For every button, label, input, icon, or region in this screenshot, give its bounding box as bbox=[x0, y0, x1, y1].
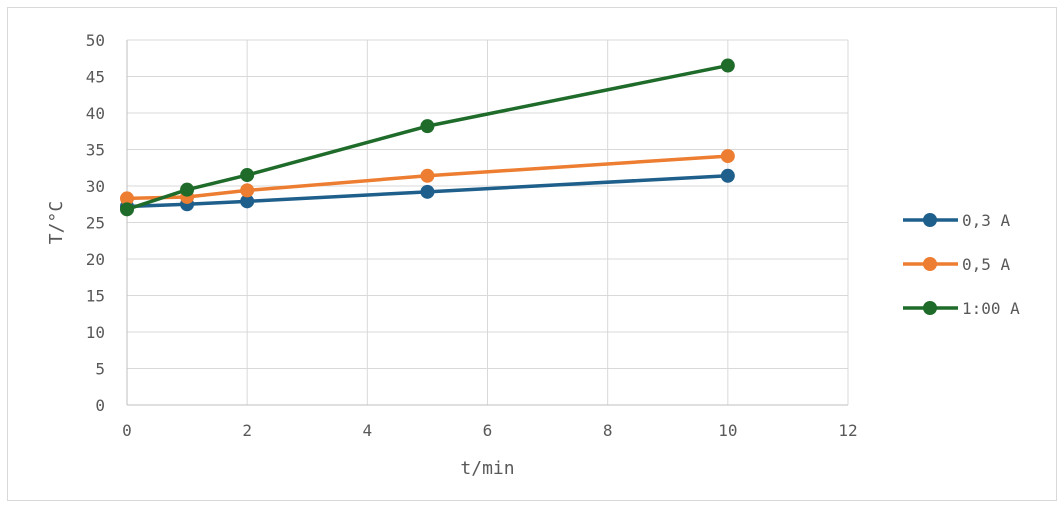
y-tick-label: 40 bbox=[86, 104, 105, 123]
data-point bbox=[240, 183, 255, 198]
data-point bbox=[120, 202, 134, 217]
x-tick-label: 4 bbox=[363, 421, 373, 440]
legend-item: 0,3 A bbox=[903, 211, 1011, 230]
x-tick-label: 2 bbox=[242, 421, 252, 440]
x-tick-label: 6 bbox=[483, 421, 493, 440]
legend-marker bbox=[923, 257, 937, 271]
x-tick-label: 0 bbox=[122, 421, 132, 440]
legend-item: 1:00 A bbox=[903, 299, 1020, 318]
legend-item: 0,5 A bbox=[903, 255, 1011, 274]
legend: 0,3 A 0,5 A 1:00 A bbox=[903, 211, 1020, 318]
y-tick-label: 25 bbox=[86, 214, 105, 233]
y-tick-label: 35 bbox=[86, 141, 105, 160]
y-tick-label: 30 bbox=[86, 177, 105, 196]
y-axis-title: T/°C bbox=[46, 201, 67, 244]
data-point bbox=[240, 168, 255, 183]
gridlines bbox=[126, 39, 849, 406]
y-tick-labels: 0 5 10 15 20 25 30 35 40 45 50 bbox=[86, 31, 105, 415]
y-tick-label: 5 bbox=[95, 360, 105, 379]
data-point bbox=[720, 149, 735, 164]
data-point bbox=[420, 184, 435, 199]
chart-frame bbox=[7, 7, 1057, 501]
legend-marker bbox=[923, 301, 937, 315]
data-point bbox=[420, 168, 435, 183]
data-point bbox=[720, 168, 735, 183]
legend-label: 0,3 A bbox=[962, 211, 1011, 230]
legend-label: 0,5 A bbox=[962, 255, 1011, 274]
y-tick-label: 0 bbox=[95, 396, 105, 415]
y-tick-label: 20 bbox=[86, 250, 105, 269]
series bbox=[120, 58, 735, 217]
data-point bbox=[240, 194, 255, 209]
x-axis-title: t/min bbox=[460, 458, 514, 479]
y-tick-label: 15 bbox=[86, 287, 105, 306]
series-2 bbox=[120, 58, 735, 217]
data-point bbox=[120, 191, 134, 206]
x-tick-label: 12 bbox=[838, 421, 857, 440]
y-tick-label: 45 bbox=[86, 68, 105, 87]
x-tick-label: 10 bbox=[718, 421, 737, 440]
data-point bbox=[720, 58, 735, 73]
legend-label: 1:00 A bbox=[962, 299, 1020, 318]
x-tick-label: 8 bbox=[603, 421, 613, 440]
y-tick-label: 10 bbox=[86, 323, 105, 342]
legend-marker bbox=[923, 213, 937, 227]
data-point bbox=[420, 119, 435, 134]
x-tick-labels: 0 2 4 6 8 10 12 bbox=[122, 421, 857, 440]
y-tick-label: 50 bbox=[86, 31, 105, 50]
data-point bbox=[180, 182, 195, 197]
